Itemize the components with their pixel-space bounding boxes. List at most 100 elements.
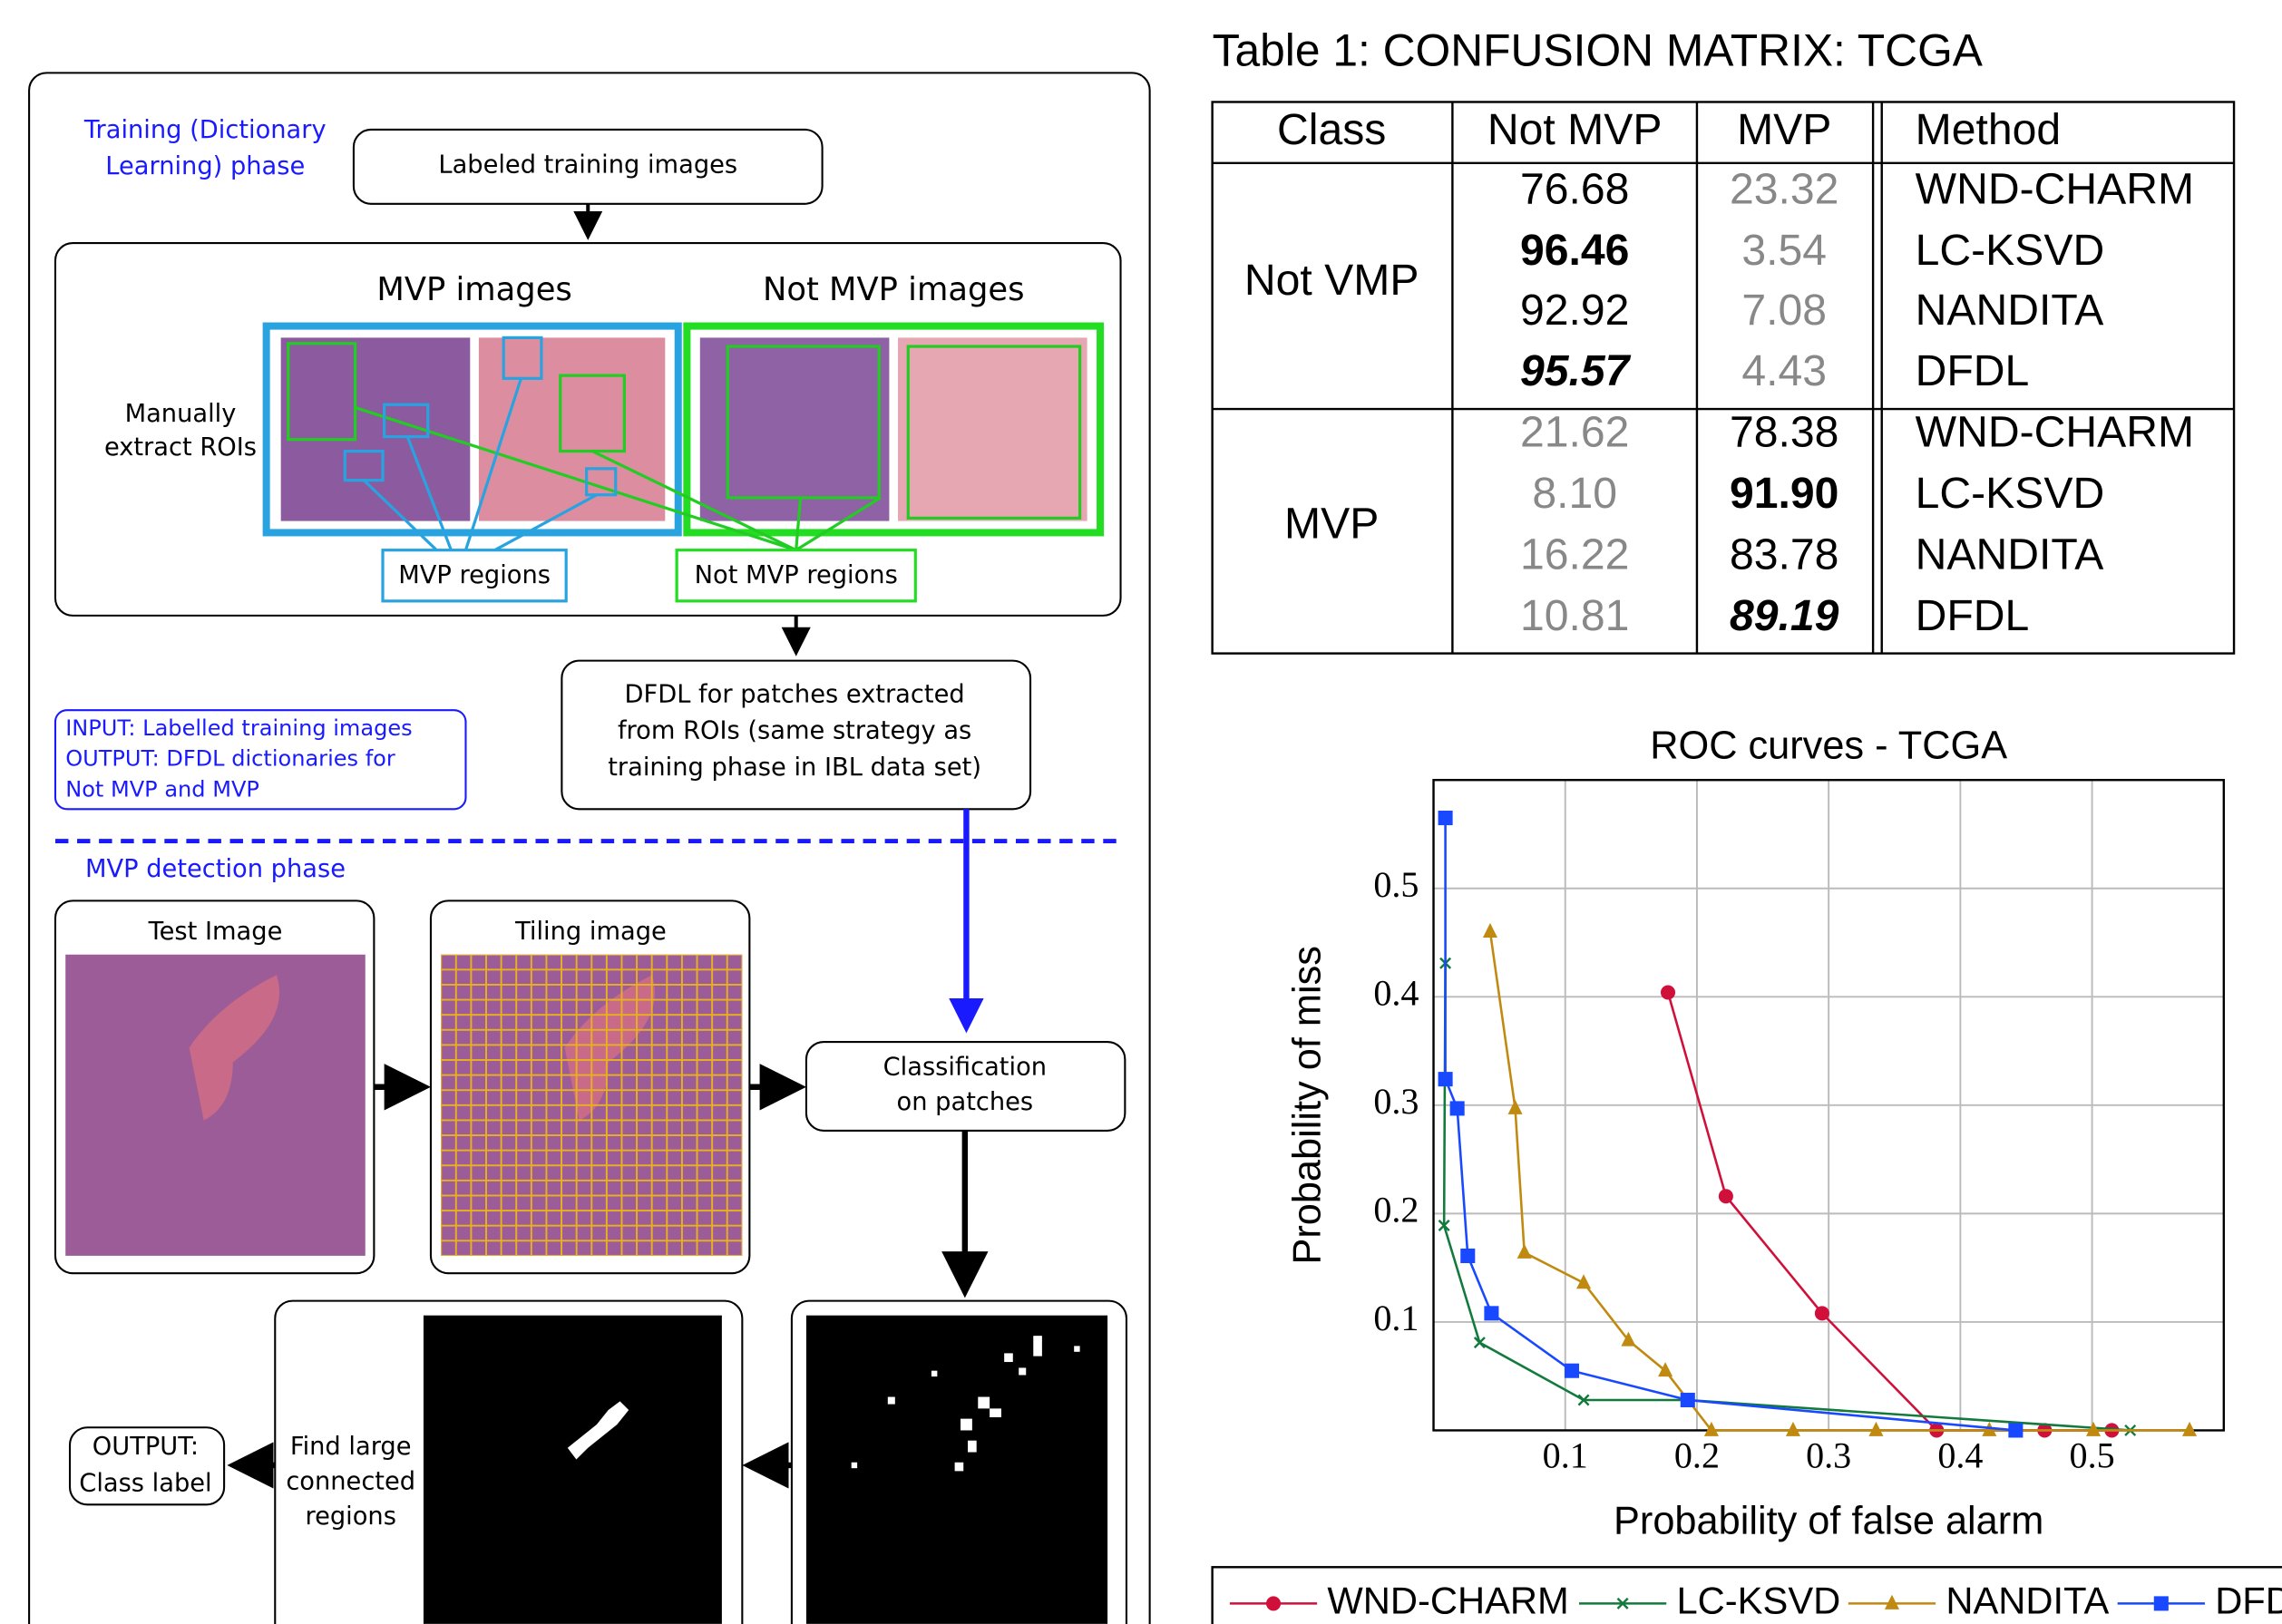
legend-label: LC-KSVD	[1676, 1579, 1840, 1621]
roi-blue	[343, 335, 618, 552]
table-cell: 21.62	[1520, 408, 1629, 457]
table-class: MVP	[1284, 500, 1379, 549]
series-line	[1444, 818, 2016, 1432]
group-title: Not MVP images	[763, 271, 1025, 308]
marker	[1507, 1099, 1523, 1114]
io-note: Not MVP and MVP	[65, 776, 259, 802]
table-cell: DFDL	[1916, 346, 2030, 395]
box-label: Labeled training images	[438, 151, 737, 180]
mvp-regions-box	[381, 549, 568, 603]
y-tick-label: 0.5	[1373, 864, 1419, 905]
table-cell: 76.68	[1520, 165, 1629, 214]
diagram	[28, 72, 1151, 1624]
table-cell: NANDITA	[1916, 530, 2104, 579]
marker	[2182, 1421, 2198, 1436]
box-title: Test Image	[148, 918, 283, 946]
phase-label: Learning) phase	[105, 152, 305, 180]
y-axis-label: Probability of miss	[1286, 946, 1330, 1264]
image	[478, 337, 666, 521]
box-label: OUTPUT:	[93, 1433, 199, 1461]
x-tick-label: 0.2	[1674, 1435, 1720, 1476]
box-label: Classification	[883, 1053, 1047, 1081]
marker	[1814, 1306, 1829, 1321]
box-label: Class label	[79, 1469, 211, 1497]
region-map	[423, 1315, 722, 1624]
table-cell: 78.38	[1730, 408, 1838, 457]
table-cell: 91.90	[1730, 469, 1838, 518]
table-header: Class	[1277, 105, 1386, 154]
marker	[1438, 1220, 1450, 1231]
box-title: Tiling image	[514, 918, 667, 946]
table-cell: 95.57	[1520, 346, 1632, 395]
table-header: Method	[1916, 105, 2062, 154]
table-cell: 10.81	[1520, 591, 1629, 640]
box-label: MVP regions	[398, 561, 551, 589]
table-cell: 92.92	[1520, 286, 1629, 335]
table-cell: 89.19	[1730, 591, 1839, 640]
marker	[1680, 1392, 1695, 1408]
image	[699, 337, 890, 521]
box-label: from ROIs (same strategy as	[618, 717, 971, 745]
group-title: MVP images	[376, 271, 571, 308]
vessel	[189, 975, 280, 1121]
marker	[1564, 1363, 1580, 1378]
legend-marker	[1265, 1596, 1282, 1611]
phase-label: MVP detection phase	[85, 855, 346, 883]
legend-frame	[1211, 1566, 2282, 1624]
legend-label: NANDITA	[1946, 1579, 2109, 1621]
table-caption: Table 1: CONFUSION MATRIX: TCGA	[1213, 25, 1984, 76]
phase-label: Training (Dictionary	[83, 116, 327, 144]
table-cell: 4.43	[1741, 346, 1827, 395]
marker	[2008, 1423, 2024, 1438]
marker	[1576, 1274, 1592, 1289]
dfdl-box	[561, 659, 1032, 811]
output-box	[68, 1426, 226, 1506]
x-axis-label: Probability of false alarm	[1614, 1500, 2043, 1543]
y-tick-label: 0.2	[1373, 1190, 1419, 1230]
box-label: Not MVP regions	[695, 561, 898, 589]
marker	[1718, 1189, 1733, 1204]
io-note: OUTPUT: DFDL dictionaries for	[65, 746, 395, 772]
x-tick-label: 0.3	[1806, 1435, 1851, 1476]
io-note: INPUT: Labelled training images	[65, 715, 412, 741]
legend-marker	[2153, 1596, 2169, 1611]
table-cell: WND-CHARM	[1916, 408, 2194, 457]
not-mvp-frame	[683, 322, 1105, 537]
roc-chart: ROC curves - TCGA 0.1 0.2 0.3 0.4 0.5 0.1 0.2 0.…	[1211, 724, 2282, 1624]
not-mvp-regions-box	[675, 549, 917, 603]
table-cell: WND-CHARM	[1916, 165, 2194, 214]
series-line	[1488, 931, 2190, 1432]
marker	[1438, 1072, 1453, 1087]
table-cell: 8.10	[1532, 469, 1617, 518]
marker	[1516, 1243, 1532, 1259]
detections	[851, 1336, 1080, 1472]
region	[567, 1401, 629, 1460]
x-tick-label: 0.1	[1543, 1435, 1588, 1476]
marker	[1438, 811, 1453, 826]
marker	[1473, 1337, 1486, 1349]
marker	[2086, 1421, 2102, 1436]
image	[280, 337, 471, 521]
marker	[1621, 1331, 1636, 1347]
marker	[1449, 1101, 1465, 1116]
series-line	[1666, 992, 2112, 1432]
side-label: extract ROIs	[104, 433, 257, 462]
box-label: training phase in IBL data set)	[608, 754, 981, 782]
marker	[1868, 1421, 1884, 1436]
box-label: on patches	[897, 1088, 1034, 1116]
table-cell: 16.22	[1520, 530, 1629, 579]
marker	[1482, 922, 1497, 938]
table-cell: 3.54	[1741, 226, 1827, 275]
y-tick-label: 0.3	[1373, 1081, 1419, 1122]
table-header: MVP	[1737, 105, 1831, 154]
table-cell: 23.32	[1730, 165, 1838, 214]
box-label: DFDL for patches extracted	[625, 681, 965, 709]
marker	[1785, 1421, 1800, 1436]
y-tick-label: 0.1	[1373, 1298, 1419, 1338]
x-tick-label: 0.4	[1937, 1435, 1983, 1476]
table-cell: 83.78	[1730, 530, 1838, 579]
box-label: connected	[286, 1468, 415, 1496]
outer-frame	[28, 72, 1151, 1624]
table	[1211, 101, 2236, 655]
